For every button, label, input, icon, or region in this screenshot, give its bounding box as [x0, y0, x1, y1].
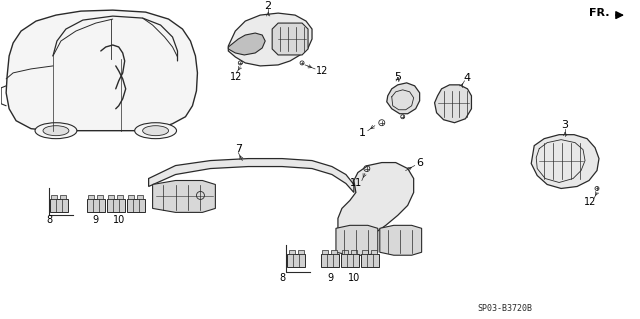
- Text: 12: 12: [316, 66, 328, 76]
- Text: 1: 1: [358, 128, 365, 138]
- Bar: [87, 199, 105, 212]
- Text: 3: 3: [562, 120, 568, 130]
- Polygon shape: [435, 85, 472, 123]
- Polygon shape: [228, 13, 312, 66]
- Text: 12: 12: [230, 72, 243, 82]
- Polygon shape: [336, 225, 378, 255]
- Polygon shape: [6, 10, 198, 131]
- Text: 4: 4: [464, 73, 471, 83]
- Bar: [323, 250, 328, 254]
- Polygon shape: [531, 135, 599, 189]
- Bar: [127, 199, 145, 212]
- Polygon shape: [387, 83, 420, 114]
- Polygon shape: [148, 159, 354, 192]
- Text: SP03-B3720B: SP03-B3720B: [477, 304, 532, 313]
- Bar: [51, 195, 58, 199]
- Text: 12: 12: [584, 197, 596, 207]
- Bar: [332, 250, 337, 254]
- Ellipse shape: [134, 123, 177, 139]
- Text: 11: 11: [349, 179, 362, 189]
- Ellipse shape: [43, 126, 69, 136]
- Text: 6: 6: [416, 158, 423, 167]
- Bar: [361, 254, 379, 267]
- Text: 8: 8: [279, 273, 285, 283]
- Text: 2: 2: [264, 1, 272, 11]
- Text: 10: 10: [113, 215, 125, 225]
- Polygon shape: [338, 163, 413, 242]
- Text: FR.: FR.: [589, 8, 609, 18]
- Bar: [107, 199, 125, 212]
- Ellipse shape: [35, 123, 77, 139]
- Bar: [97, 195, 103, 199]
- Bar: [351, 250, 357, 254]
- Bar: [341, 254, 359, 267]
- Bar: [88, 195, 94, 199]
- Polygon shape: [272, 23, 308, 55]
- Text: 5: 5: [394, 72, 401, 82]
- Bar: [128, 195, 134, 199]
- Polygon shape: [380, 225, 422, 255]
- Bar: [137, 195, 143, 199]
- Bar: [50, 199, 68, 212]
- Bar: [287, 254, 305, 267]
- Text: 10: 10: [348, 273, 360, 283]
- Bar: [289, 250, 294, 254]
- Text: 9: 9: [93, 215, 99, 225]
- Bar: [342, 250, 348, 254]
- Bar: [60, 195, 67, 199]
- Polygon shape: [152, 181, 216, 212]
- Text: 9: 9: [327, 273, 333, 283]
- Bar: [371, 250, 378, 254]
- Text: 8: 8: [46, 215, 52, 225]
- Bar: [108, 195, 115, 199]
- Bar: [298, 250, 303, 254]
- Bar: [321, 254, 339, 267]
- Bar: [117, 195, 124, 199]
- Polygon shape: [228, 33, 265, 55]
- Ellipse shape: [143, 126, 168, 136]
- Text: 7: 7: [235, 144, 242, 154]
- Bar: [362, 250, 369, 254]
